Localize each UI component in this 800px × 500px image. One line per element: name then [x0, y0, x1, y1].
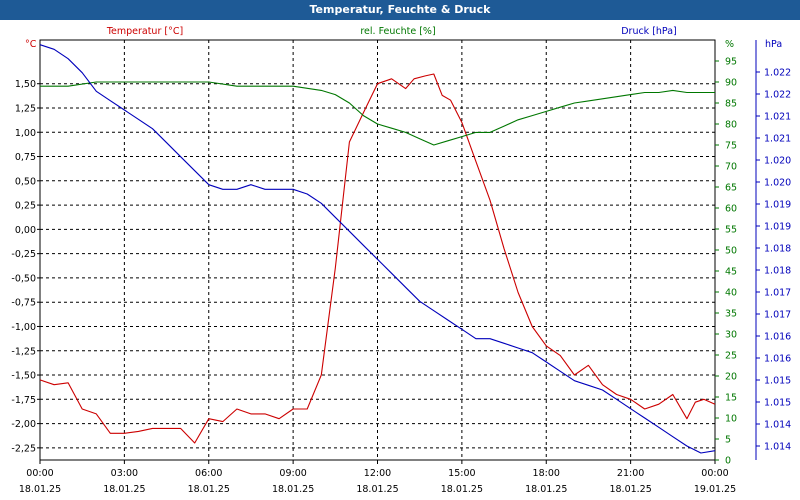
pressure-axis-title: Druck [hPa]: [621, 26, 677, 37]
x-tick-date-label: 18.01.25: [103, 484, 145, 495]
series-layer: [39, 44, 716, 454]
x-tick-time-label: 18:00: [533, 468, 560, 479]
x-tick-date-label: 18.01.25: [19, 484, 61, 495]
temperature-tick-label: -1,50: [11, 371, 36, 382]
pressure-tick-label: 1.020: [764, 178, 791, 189]
x-tick-date-label: 18.01.25: [609, 484, 651, 495]
humidity-tick-label: 35: [725, 309, 737, 320]
temperature-tick-label: 1,50: [15, 79, 36, 90]
humidity-tick-label: 20: [725, 372, 737, 383]
humidity-tick-label: 80: [725, 120, 737, 131]
humidity-tick-label: 55: [725, 225, 737, 236]
temperature-tick-label: 1,25: [15, 103, 36, 114]
temperature-tick-label: -1,25: [11, 346, 36, 357]
pressure-tick-label: 1.020: [764, 156, 791, 167]
temperature-series-line: [39, 73, 716, 444]
temperature-tick-label: -2,00: [11, 419, 36, 430]
humidity-tick-label: 75: [725, 141, 737, 152]
humidity-unit-label: %: [725, 39, 734, 50]
x-tick-time-label: 00:00: [26, 468, 53, 479]
pressure-tick-label: 1.022: [764, 68, 791, 79]
temperature-tick-label: -1,00: [11, 322, 36, 333]
temperature-tick-label: 0,00: [15, 225, 36, 236]
pressure-tick-label: 1.021: [764, 112, 791, 123]
pressure-unit-label: hPa: [765, 39, 782, 50]
humidity-tick-label: 40: [725, 288, 737, 299]
temperature-axis-title: Temperatur [°C]: [106, 26, 183, 37]
humidity-tick-label: 85: [725, 99, 737, 110]
pressure-tick-label: 1.018: [764, 266, 791, 277]
x-tick-date-label: 18.01.25: [441, 484, 483, 495]
humidity-tick-label: 60: [725, 204, 737, 215]
humidity-tick-label: 95: [725, 57, 737, 68]
x-tick-time-label: 09:00: [279, 468, 306, 479]
x-tick-time-label: 06:00: [195, 468, 222, 479]
x-tick-date-label: 18.01.25: [272, 484, 314, 495]
temperature-tick-label: -1,75: [11, 395, 36, 406]
humidity-tick-label: 65: [725, 183, 737, 194]
pressure-tick-label: 1.015: [764, 398, 791, 409]
humidity-tick-label: 10: [725, 414, 737, 425]
x-tick-time-label: 00:00: [701, 468, 728, 479]
pressure-tick-label: 1.018: [764, 244, 791, 255]
temperature-tick-label: -2,25: [11, 443, 36, 454]
pressure-tick-label: 1.021: [764, 134, 791, 145]
pressure-tick-label: 1.019: [764, 200, 791, 211]
pressure-tick-label: 1.016: [764, 332, 791, 343]
humidity-tick-label: 70: [725, 162, 737, 173]
humidity-tick-label: 50: [725, 246, 737, 257]
humidity-tick-label: 25: [725, 351, 737, 362]
window-title: Temperatur, Feuchte & Druck: [309, 3, 491, 16]
pressure-tick-label: 1.016: [764, 354, 791, 365]
chart: °C Temperatur [°C] rel. Feuchte [%] Druc…: [0, 20, 800, 500]
temperature-tick-label: -0,25: [11, 249, 36, 260]
temperature-tick-label: 0,50: [15, 176, 36, 187]
humidity-series-line: [40, 81, 715, 146]
temperature-unit-label: °C: [25, 39, 37, 50]
pressure-tick-label: 1.017: [764, 310, 791, 321]
temperature-tick-label: -0,50: [11, 273, 36, 284]
chart-background: [0, 20, 800, 500]
temperature-tick-label: 0,25: [15, 201, 36, 212]
temperature-tick-label: -0,75: [11, 298, 36, 309]
window-title-bar: Temperatur, Feuchte & Druck: [0, 0, 800, 20]
x-tick-time-label: 03:00: [111, 468, 138, 479]
pressure-tick-label: 1.019: [764, 222, 791, 233]
x-tick-date-label: 18.01.25: [356, 484, 398, 495]
humidity-tick-label: 15: [725, 393, 737, 404]
x-tick-date-label: 18.01.25: [188, 484, 230, 495]
pressure-tick-label: 1.022: [764, 90, 791, 101]
pressure-tick-label: 1.014: [764, 420, 791, 431]
x-tick-date-label: 18.01.25: [525, 484, 567, 495]
humidity-tick-label: 5: [725, 435, 731, 446]
pressure-tick-label: 1.017: [764, 288, 791, 299]
x-tick-time-label: 15:00: [448, 468, 475, 479]
pressure-series-line: [39, 44, 716, 454]
temperature-tick-label: 1,00: [15, 128, 36, 139]
x-tick-time-label: 21:00: [617, 468, 644, 479]
humidity-axis-title: rel. Feuchte [%]: [360, 26, 435, 37]
x-tick-time-label: 12:00: [364, 468, 391, 479]
pressure-tick-label: 1.015: [764, 376, 791, 387]
tick-labels: 1,50 1,25 1,00 0,75 0,50 0,25 0,00 -0,25 -0,50 -0…: [11, 57, 791, 496]
axis-labels: °C Temperatur [°C] rel. Feuchte [%] Druc…: [25, 26, 782, 50]
humidity-tick-label: 30: [725, 330, 737, 341]
humidity-tick-label: 45: [725, 267, 737, 278]
pressure-tick-label: 1.014: [764, 442, 791, 453]
x-tick-date-label: 19.01.25: [694, 484, 736, 495]
humidity-tick-label: 90: [725, 78, 737, 89]
temperature-tick-label: 0,75: [15, 152, 36, 163]
humidity-tick-label: 0: [725, 456, 731, 467]
